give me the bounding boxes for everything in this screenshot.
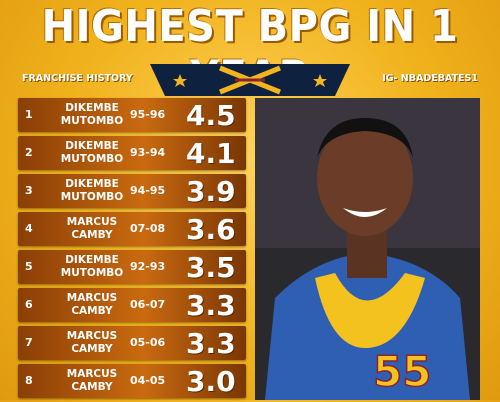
bpg-value: 3.5 xyxy=(186,251,236,284)
player-name: DIKEMBE MUTOMBO xyxy=(52,140,132,166)
rank: 3 xyxy=(25,184,33,197)
player-name: MARCUS CAMBY xyxy=(52,330,132,356)
season: 94-95 xyxy=(130,184,166,197)
season: 07-08 xyxy=(130,222,166,235)
last-name: MUTOMBO xyxy=(60,115,124,127)
last-name: CAMBY xyxy=(71,381,113,393)
team-logo xyxy=(150,64,350,96)
player-name: DIKEMBE MUTOMBO xyxy=(52,178,132,204)
bpg-value: 3.3 xyxy=(186,289,236,322)
player-name: DIKEMBE MUTOMBO xyxy=(52,254,132,280)
first-name: DIKEMBE xyxy=(65,102,119,114)
rank: 2 xyxy=(25,146,33,159)
rank: 5 xyxy=(25,260,33,273)
last-name: MUTOMBO xyxy=(60,267,124,279)
season: 93-94 xyxy=(130,146,166,159)
jersey-number: 55 xyxy=(373,347,431,396)
last-name: CAMBY xyxy=(71,229,113,241)
first-name: DIKEMBE xyxy=(65,140,119,152)
player-name: MARCUS CAMBY xyxy=(52,216,132,242)
rank: 1 xyxy=(25,108,33,121)
player-name: MARCUS CAMBY xyxy=(52,292,132,318)
table-row: 7 MARCUS CAMBY 05-06 3.3 xyxy=(18,326,246,360)
last-name: CAMBY xyxy=(71,343,113,355)
table-row: 1 DIKEMBE MUTOMBO 95-96 4.5 xyxy=(18,98,246,132)
ranking-table: 1 DIKEMBE MUTOMBO 95-96 4.5 2 DIKEMBE MUTOMBO 93… xyxy=(18,98,246,402)
table-row: 4 MARCUS CAMBY 07-08 3.6 xyxy=(18,212,246,246)
bpg-value: 4.5 xyxy=(186,99,236,132)
first-name: MARCUS xyxy=(66,216,118,228)
player-photo: 55 xyxy=(255,98,480,400)
season: 95-96 xyxy=(130,108,166,121)
first-name: DIKEMBE xyxy=(65,178,119,190)
table-row: 3 DIKEMBE MUTOMBO 94-95 3.9 xyxy=(18,174,246,208)
right-note: IG- NBADEBATES1 xyxy=(382,73,478,84)
table-row: 8 MARCUS CAMBY 04-05 3.0 xyxy=(18,364,246,398)
bpg-value: 3.6 xyxy=(186,213,236,246)
first-name: MARCUS xyxy=(66,368,118,380)
last-name: MUTOMBO xyxy=(60,191,124,203)
table-row: 6 MARCUS CAMBY 06-07 3.3 xyxy=(18,288,246,322)
left-note: FRANCHISE HISTORY xyxy=(22,73,133,84)
bpg-value: 3.3 xyxy=(186,327,236,360)
season: 06-07 xyxy=(130,298,166,311)
player-name: MARCUS CAMBY xyxy=(52,368,132,394)
bpg-value: 3.0 xyxy=(186,365,236,398)
rank: 4 xyxy=(25,222,33,235)
season: 04-05 xyxy=(130,374,166,387)
last-name: CAMBY xyxy=(71,305,113,317)
rank: 6 xyxy=(25,298,33,311)
first-name: MARCUS xyxy=(66,292,118,304)
last-name: MUTOMBO xyxy=(60,153,124,165)
player-name: DIKEMBE MUTOMBO xyxy=(52,102,132,128)
bpg-value: 3.9 xyxy=(186,175,236,208)
bpg-value: 4.1 xyxy=(186,137,236,170)
first-name: DIKEMBE xyxy=(65,254,119,266)
rank: 8 xyxy=(25,374,33,387)
table-row: 5 DIKEMBE MUTOMBO 92-93 3.5 xyxy=(18,250,246,284)
table-row: 2 DIKEMBE MUTOMBO 93-94 4.1 xyxy=(18,136,246,170)
first-name: MARCUS xyxy=(66,330,118,342)
season: 92-93 xyxy=(130,260,166,273)
season: 05-06 xyxy=(130,336,166,349)
rank: 7 xyxy=(25,336,33,349)
